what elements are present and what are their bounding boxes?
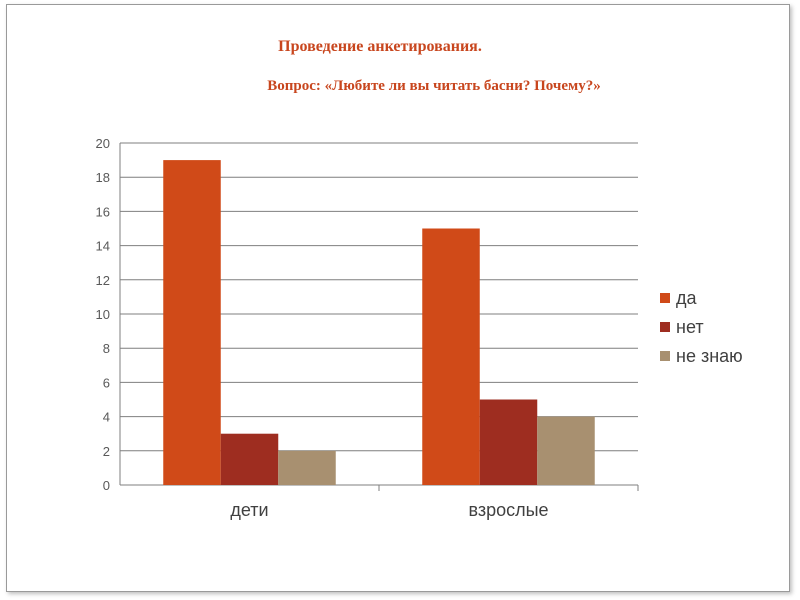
y-tick-label: 12 bbox=[96, 273, 110, 288]
x-category-label: дети bbox=[230, 500, 268, 520]
legend-swatch bbox=[660, 293, 670, 303]
x-category-label: взрослые bbox=[468, 500, 548, 520]
slide-subtitle: Вопрос: «Любите ли вы читать басни? Поче… bbox=[267, 78, 601, 94]
legend-label: нет bbox=[676, 317, 704, 337]
bar-не-знаю bbox=[278, 450, 336, 485]
slide-title: Проведение анкетирования. bbox=[278, 38, 482, 55]
legend-swatch bbox=[660, 351, 670, 361]
bar-нет bbox=[479, 399, 538, 485]
bar-да bbox=[422, 228, 480, 485]
bar-не-знаю bbox=[537, 416, 595, 485]
legend-swatch bbox=[660, 322, 670, 332]
y-tick-label: 8 bbox=[103, 341, 110, 356]
bar-да bbox=[163, 160, 221, 485]
y-tick-label: 14 bbox=[96, 239, 110, 254]
slide-frame bbox=[6, 4, 790, 592]
legend-label: да bbox=[676, 288, 698, 308]
y-tick-label: 0 bbox=[103, 478, 110, 493]
y-tick-label: 10 bbox=[96, 307, 110, 322]
y-tick-label: 16 bbox=[96, 204, 110, 219]
y-tick-label: 2 bbox=[103, 444, 110, 459]
y-tick-label: 18 bbox=[96, 170, 110, 185]
legend-label: не знаю bbox=[676, 346, 743, 366]
bar-нет bbox=[220, 433, 279, 485]
y-tick-label: 4 bbox=[103, 410, 110, 425]
y-tick-label: 20 bbox=[96, 136, 110, 151]
y-tick-label: 6 bbox=[103, 375, 110, 390]
